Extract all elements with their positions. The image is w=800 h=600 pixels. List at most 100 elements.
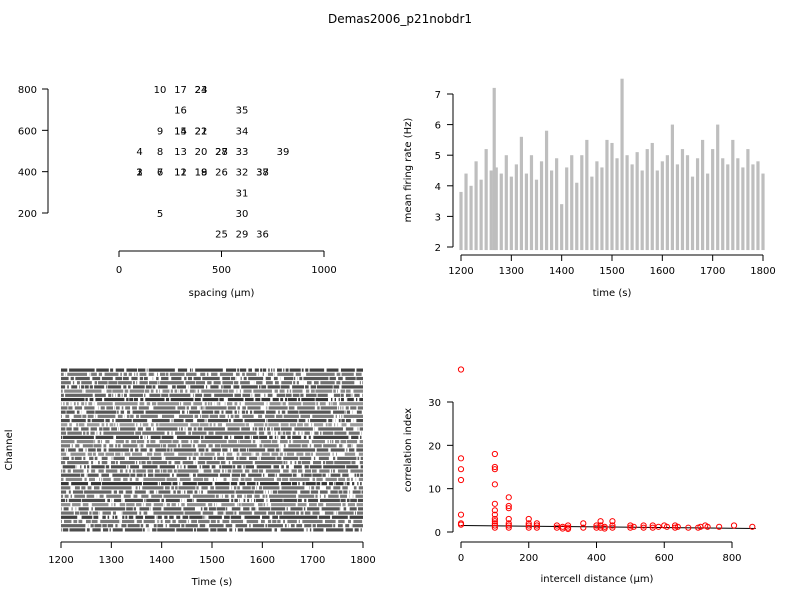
raster-gap xyxy=(227,506,230,511)
raster-gap xyxy=(124,397,127,402)
raster-gap xyxy=(91,452,93,457)
raster-gap xyxy=(285,410,288,415)
raster-gap xyxy=(94,368,97,373)
raster-gap xyxy=(132,477,135,482)
raster-gap xyxy=(84,397,86,402)
raster-gap xyxy=(256,443,260,448)
rate-bar xyxy=(741,167,745,251)
raster-gap xyxy=(195,456,199,461)
raster-gap xyxy=(102,439,105,444)
raster-gap xyxy=(107,460,110,465)
raster-gap xyxy=(284,519,288,524)
raster-gap xyxy=(100,515,103,520)
raster-gap xyxy=(223,510,225,516)
raster-gap xyxy=(362,494,364,499)
raster-gap xyxy=(88,431,91,436)
raster-gap xyxy=(355,426,358,432)
raster-gap xyxy=(361,527,363,532)
raster-gap xyxy=(149,456,151,461)
raster-gap xyxy=(64,447,67,453)
raster-gap xyxy=(348,468,350,474)
raster-gap xyxy=(104,405,107,411)
raster-gap xyxy=(353,372,356,377)
raster-gap xyxy=(95,460,98,465)
raster-gap xyxy=(353,397,357,402)
raster-gap xyxy=(149,439,151,444)
raster-gap xyxy=(251,389,254,394)
raster-gap xyxy=(270,397,273,402)
raster-gap xyxy=(174,527,177,532)
raster-gap xyxy=(180,443,182,448)
raster-gap xyxy=(327,489,331,495)
raster-gap xyxy=(335,376,339,381)
raster-gap xyxy=(119,523,122,528)
raster-gap xyxy=(263,401,266,406)
raster-gap xyxy=(75,447,79,453)
raster-gap xyxy=(341,405,343,411)
raster-gap xyxy=(300,397,302,402)
rate-bar xyxy=(620,78,624,251)
raster-gap xyxy=(201,414,202,419)
raster-gap xyxy=(334,380,337,385)
raster-gap xyxy=(93,435,96,440)
raster-gap xyxy=(291,460,295,465)
raster-gap xyxy=(335,389,338,394)
raster-gap xyxy=(169,431,172,436)
raster-gap xyxy=(329,393,333,398)
raster-gap xyxy=(180,523,182,528)
raster-gap xyxy=(244,477,246,482)
raster-gap xyxy=(181,506,184,511)
electrode-label: 25 xyxy=(215,230,228,241)
raster-gap xyxy=(113,418,116,423)
rate-bar xyxy=(560,204,564,251)
channel-row xyxy=(61,448,363,452)
electrode-label: 2 xyxy=(136,168,142,179)
raster-gap xyxy=(70,489,73,495)
raster-gap xyxy=(303,380,306,385)
raster-gap xyxy=(135,426,138,432)
raster-gap xyxy=(263,380,266,385)
raster-gap xyxy=(337,389,341,394)
raster-gap xyxy=(101,523,103,528)
raster-gap xyxy=(342,443,344,448)
correlation-point xyxy=(457,476,465,484)
rate-bar xyxy=(615,158,619,251)
electrode-label: 14 xyxy=(174,126,187,137)
raster-gap xyxy=(137,460,140,465)
raster-gap xyxy=(273,372,275,377)
raster-gap xyxy=(268,405,269,411)
raster-gap xyxy=(267,401,270,406)
raster-gap xyxy=(110,498,112,503)
raster-gap xyxy=(297,481,299,486)
raster-gap xyxy=(208,477,212,482)
raster-gap xyxy=(214,485,216,490)
raster-gap xyxy=(114,515,116,520)
raster-gap xyxy=(105,422,106,427)
raster-gap xyxy=(125,506,127,511)
raster-gap xyxy=(345,389,347,394)
raster-gap xyxy=(226,405,228,411)
raster-gap xyxy=(354,410,357,415)
raster-gap xyxy=(335,519,339,524)
raster-gap xyxy=(282,510,284,516)
raster-gap xyxy=(261,393,265,398)
raster-gap xyxy=(200,510,203,516)
raster-gap xyxy=(333,414,336,419)
raster-gap xyxy=(233,372,235,377)
raster-gap xyxy=(175,405,178,411)
raster-gap xyxy=(299,519,303,524)
raster-gap xyxy=(127,372,129,377)
raster-gap xyxy=(110,456,112,461)
raster-gap xyxy=(311,380,314,385)
raster-gap xyxy=(332,481,334,486)
raster-gap xyxy=(219,477,222,482)
raster-gap xyxy=(300,372,304,377)
raster-gap xyxy=(83,468,86,474)
raster-gap xyxy=(204,447,206,453)
raster-gap xyxy=(236,389,238,394)
raster-gap xyxy=(161,452,164,457)
raster-gap xyxy=(163,456,166,461)
raster-gap xyxy=(107,380,109,385)
raster-gap xyxy=(306,498,309,503)
raster-gap xyxy=(345,443,348,448)
